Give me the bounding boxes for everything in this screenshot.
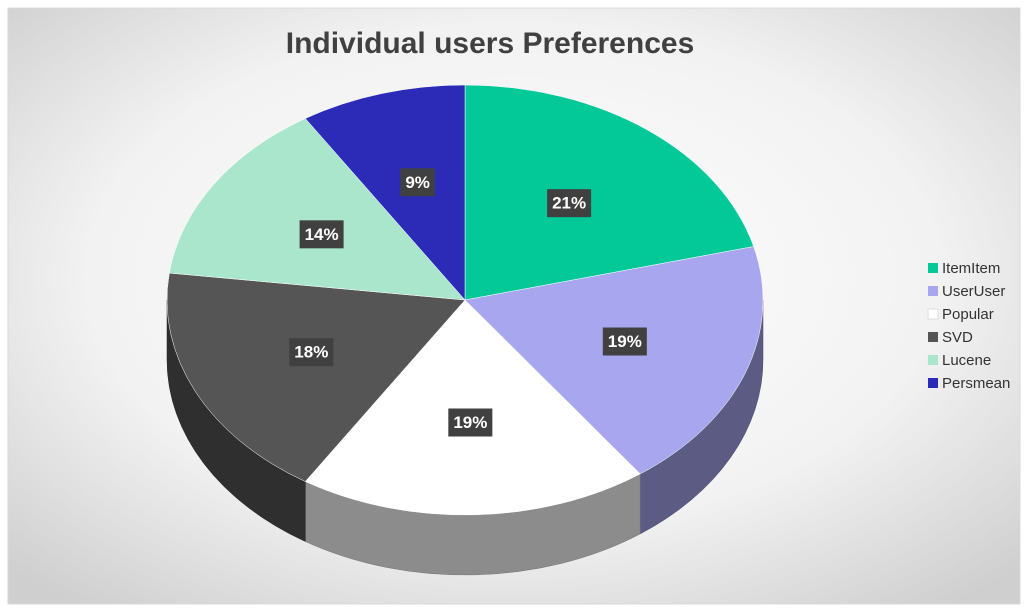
data-label-box — [400, 168, 435, 197]
chart-title: Individual users Preferences — [286, 27, 695, 60]
legend-swatch — [928, 332, 938, 342]
data-label: 19% — [453, 413, 487, 432]
legend-label: UserUser — [942, 283, 1005, 300]
data-label: 19% — [608, 332, 642, 351]
legend-label: Popular — [942, 306, 994, 323]
slice — [304, 299, 641, 516]
pie-top — [166, 84, 764, 516]
legend-label: Lucene — [942, 352, 991, 369]
slice — [166, 272, 466, 482]
pie-sides — [166, 299, 764, 576]
data-label: 14% — [305, 225, 339, 244]
legend-swatch — [928, 263, 938, 273]
data-label-box — [299, 220, 344, 249]
legend-swatch — [928, 355, 938, 365]
slice — [464, 246, 764, 475]
data-label-box — [547, 189, 592, 218]
legend-swatch — [927, 308, 939, 320]
slice — [304, 84, 466, 301]
data-label-box — [602, 327, 647, 356]
legend-label: SVD — [942, 329, 973, 346]
data-label: 18% — [294, 343, 328, 362]
data-label-box — [448, 408, 493, 437]
slice — [169, 118, 466, 301]
legend-swatch — [928, 378, 938, 388]
legend-label: ItemItem — [942, 260, 1000, 277]
legend-label: Persmean — [942, 375, 1010, 392]
data-labels: 21% 19% 19% 18% 14% 9% — [289, 168, 647, 437]
data-label-box — [289, 338, 334, 367]
slice — [464, 84, 754, 301]
legend: ItemItem UserUser Popular SVD Lucene Persmean — [927, 260, 1010, 392]
data-label: 9% — [405, 173, 430, 192]
legend-swatch — [928, 286, 938, 296]
data-label: 21% — [552, 194, 586, 213]
